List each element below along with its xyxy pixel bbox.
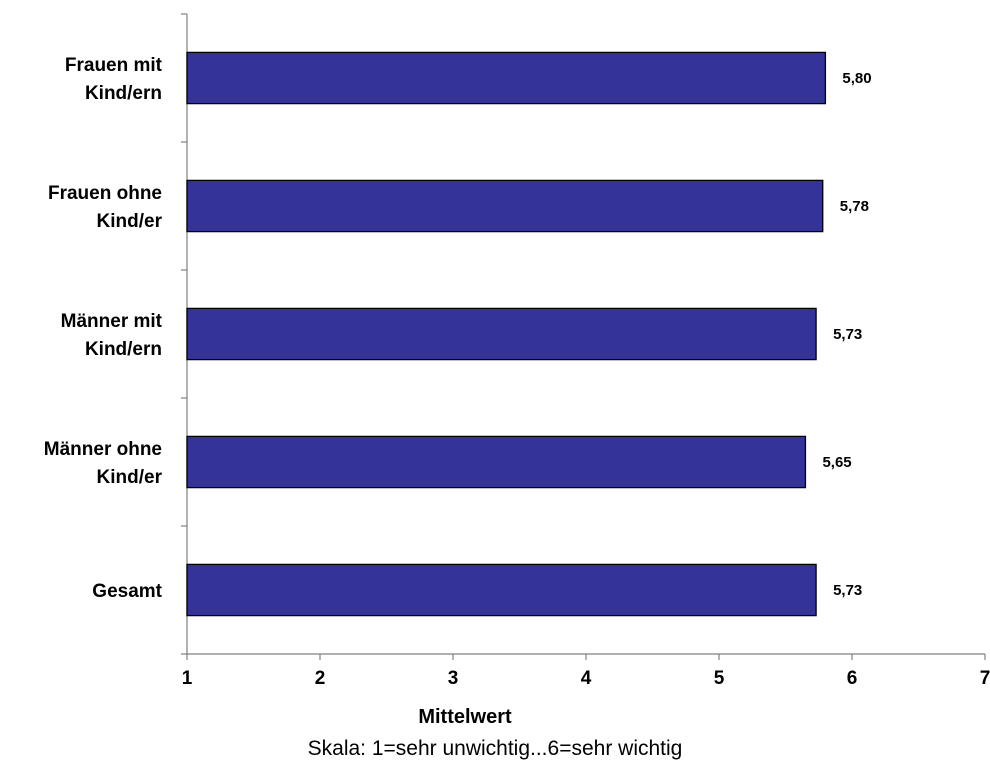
data-label: 5,73 xyxy=(833,582,862,599)
data-label: 5,73 xyxy=(833,326,862,343)
category-label: Männer mit xyxy=(61,311,163,332)
x-tick-label: 3 xyxy=(448,668,459,689)
bar xyxy=(186,179,824,233)
x-tick-label: 2 xyxy=(315,668,326,689)
x-tick-label: 1 xyxy=(182,668,193,689)
data-label: 5,80 xyxy=(842,70,871,87)
x-tick-label: 5 xyxy=(714,668,725,689)
bar xyxy=(186,307,817,361)
category-label: Kind/ern xyxy=(85,83,162,104)
data-label: 5,65 xyxy=(822,454,851,471)
labels-layer: 1 2 3 4 5 6 7 5,80 Frauen mit Kind/ern 5,78 Frauen … xyxy=(44,55,990,689)
category-label: Frauen mit xyxy=(65,55,163,76)
bar xyxy=(186,435,807,489)
bars-layer xyxy=(186,51,827,617)
bar xyxy=(186,563,817,617)
category-label: Männer ohne xyxy=(44,439,162,460)
bar xyxy=(186,51,827,105)
scale-note: Skala: 1=sehr unwichtig...6=sehr wichtig xyxy=(308,737,683,760)
data-label: 5,78 xyxy=(840,198,869,215)
x-axis-title: Mittelwert xyxy=(418,706,512,728)
category-label: Kind/er xyxy=(97,467,163,488)
x-tick-label: 4 xyxy=(581,668,592,689)
category-label: Kind/ern xyxy=(85,339,162,360)
category-label: Kind/er xyxy=(97,211,163,232)
category-label: Frauen ohne xyxy=(48,183,162,204)
category-label: Gesamt xyxy=(92,581,162,602)
x-tick-label: 7 xyxy=(980,668,990,689)
x-tick-label: 6 xyxy=(847,668,858,689)
